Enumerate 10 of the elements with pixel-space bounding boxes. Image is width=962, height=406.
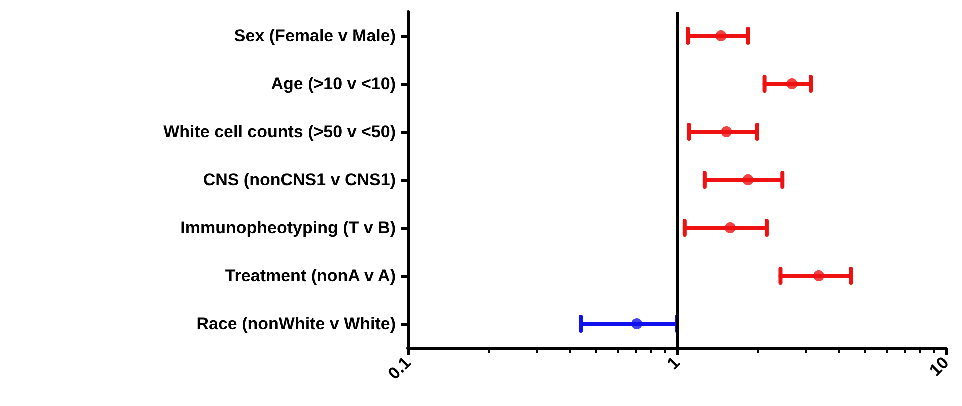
y-tick-label: Immunopheotyping (T v B): [180, 218, 396, 238]
x-tick-label: 0.1: [384, 353, 415, 384]
y-tick-label: CNS (nonCNS1 v CNS1): [203, 170, 396, 190]
y-tick-label: Treatment (nonA v A): [225, 266, 396, 286]
y-tick-label: Sex (Female v Male): [234, 26, 396, 46]
y-tick-label: Age (>10 v <10): [271, 74, 396, 94]
y-tick-label: Race (nonWhite v White): [196, 314, 396, 334]
x-tick-label: 10: [926, 353, 953, 380]
y-tick-label: White cell counts (>50 v <50): [164, 122, 396, 142]
x-tick-label: 1: [664, 353, 684, 374]
